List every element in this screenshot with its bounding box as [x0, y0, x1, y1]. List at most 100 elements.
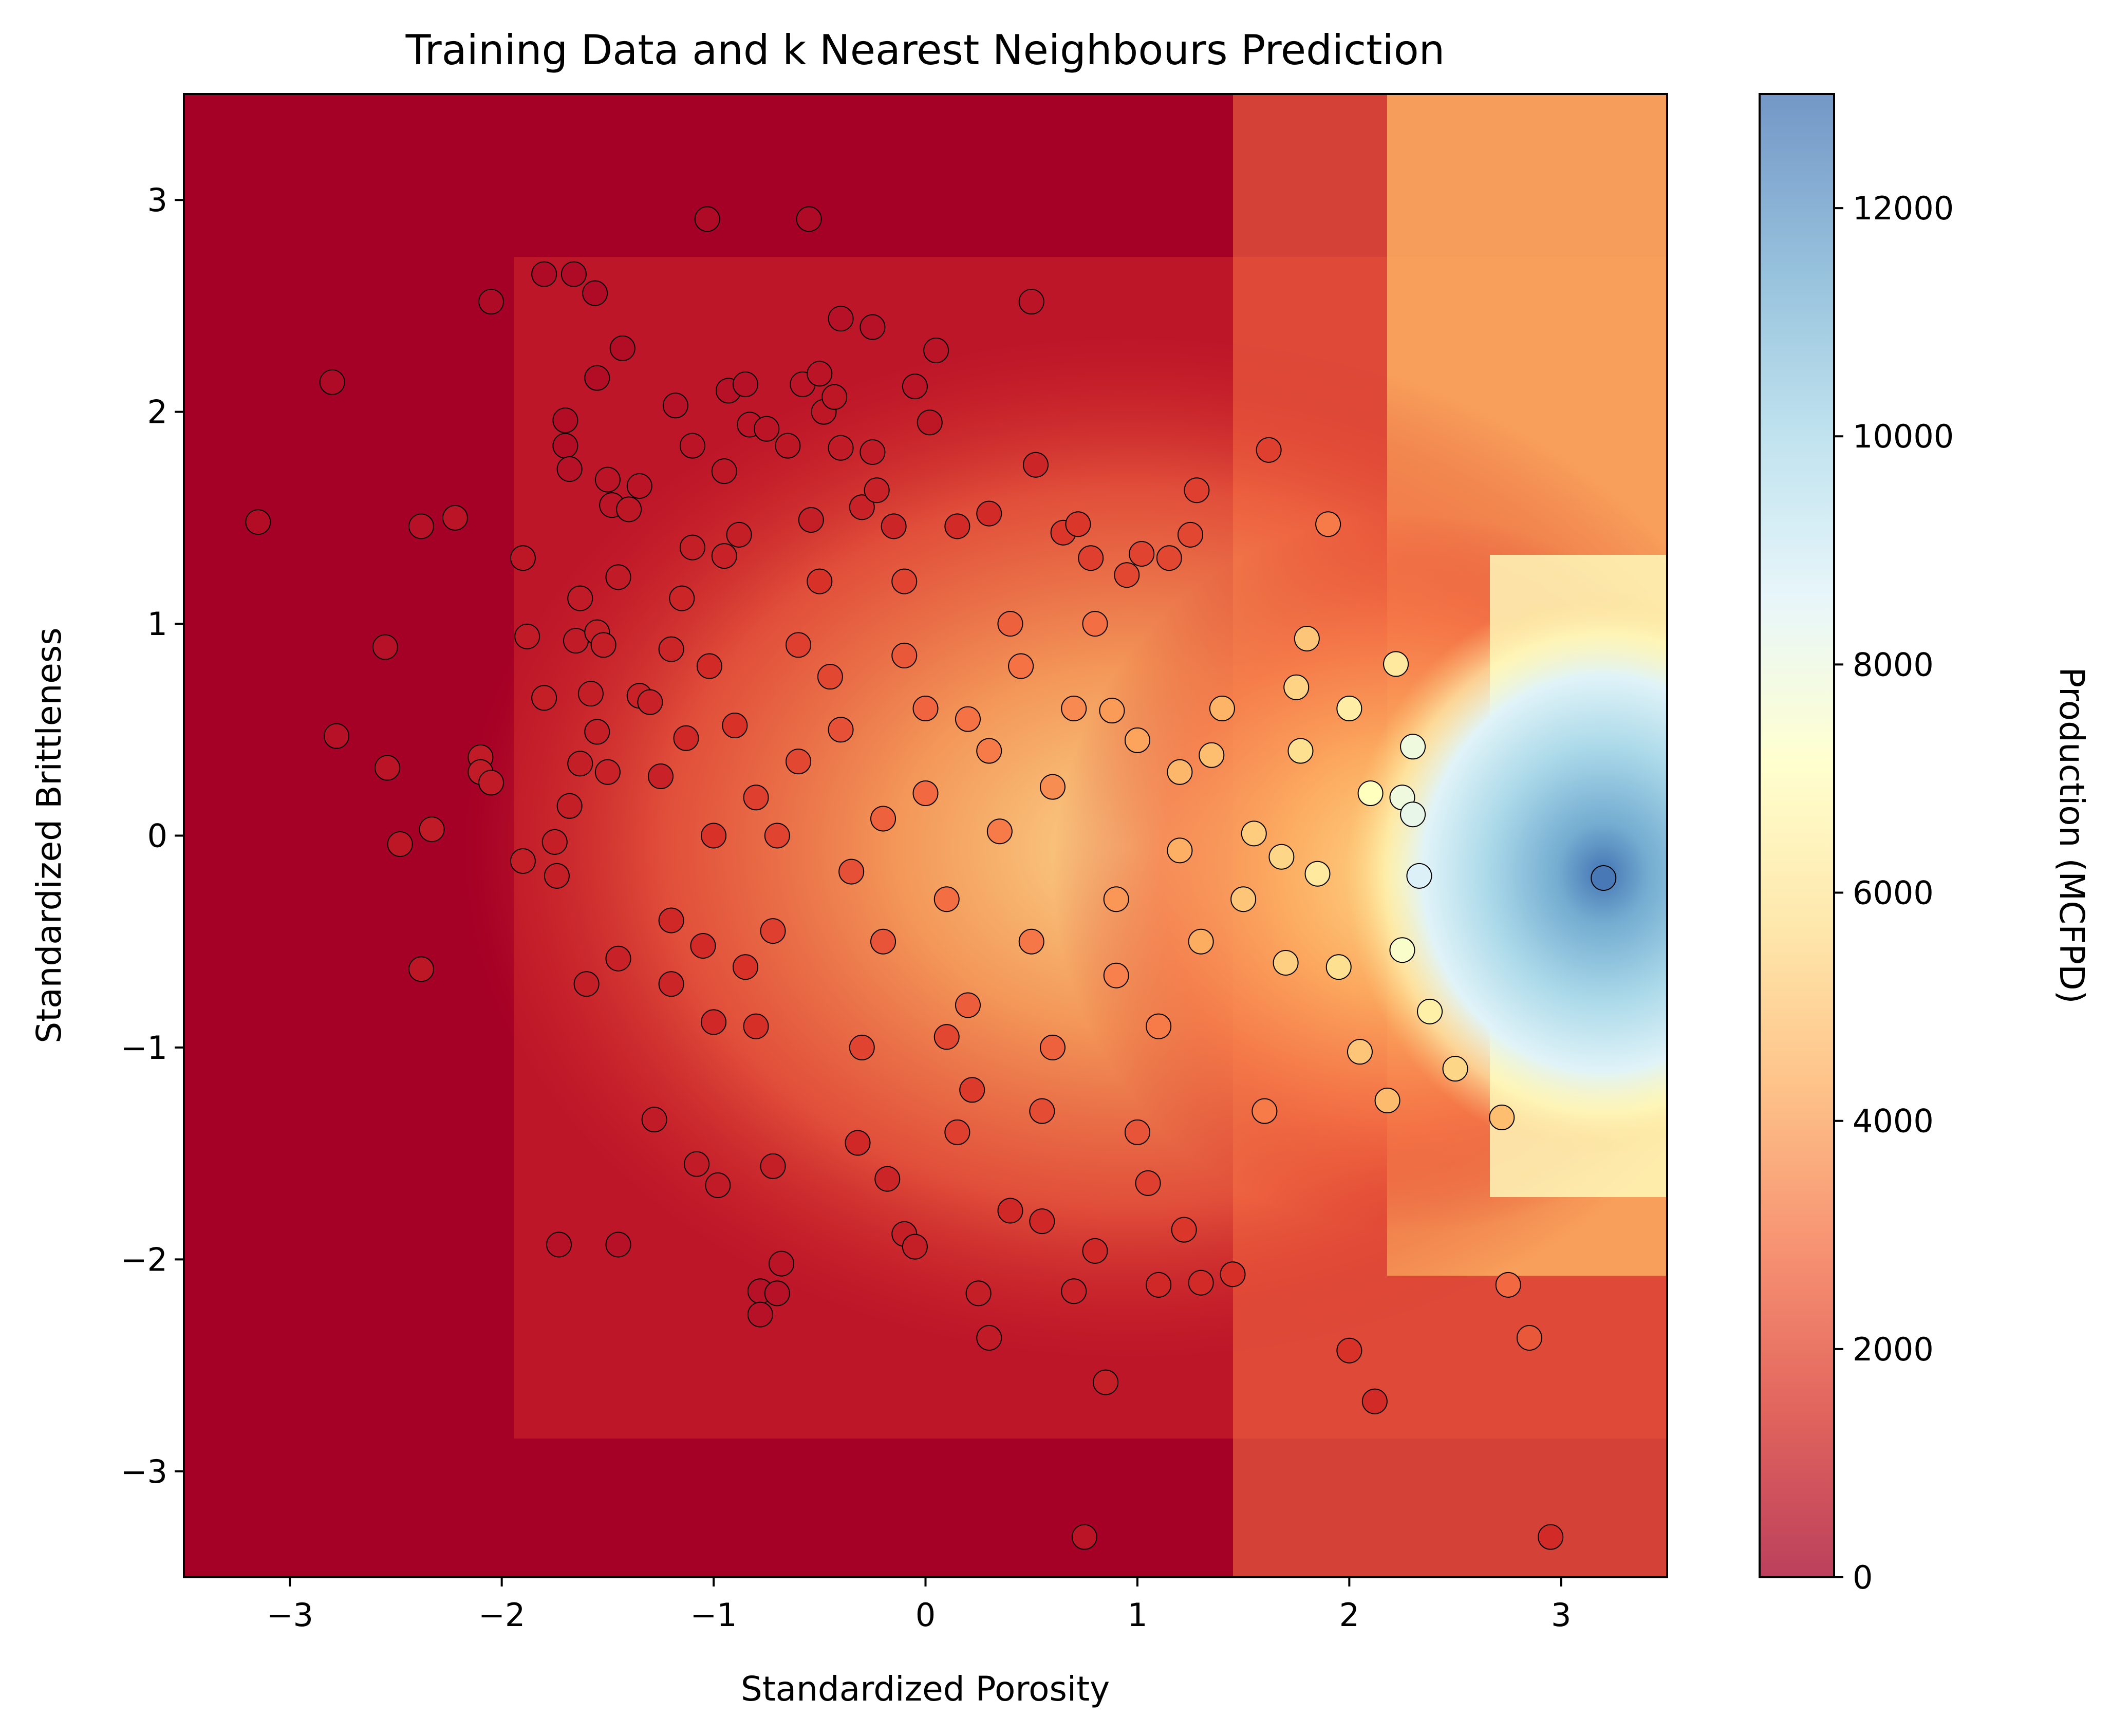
- data-point: [387, 831, 413, 857]
- x-tick-label: 1: [1127, 1596, 1147, 1634]
- data-point: [997, 1198, 1023, 1224]
- data-point: [796, 206, 822, 232]
- data-point: [1008, 653, 1034, 679]
- x-tick-label: −1: [690, 1596, 737, 1634]
- data-point: [1251, 1098, 1278, 1124]
- data-point: [874, 1166, 901, 1192]
- y-tick-label: 3: [147, 181, 167, 219]
- data-point: [609, 335, 636, 361]
- data-point: [807, 568, 833, 594]
- data-point: [1129, 540, 1155, 567]
- data-point: [807, 361, 833, 387]
- data-point: [1178, 521, 1204, 548]
- data-point: [955, 706, 981, 732]
- y-axis-label: Standardized Brittleness: [29, 627, 69, 1043]
- data-point: [1241, 820, 1267, 847]
- data-point: [891, 568, 918, 594]
- data-point: [1538, 1524, 1564, 1550]
- y-axis-ticks: −3 −2 −1 0 1 2 3: [121, 181, 184, 1490]
- data-point: [1135, 1170, 1161, 1196]
- data-point: [590, 632, 617, 658]
- data-point: [821, 384, 848, 410]
- data-point: [552, 433, 578, 459]
- x-tick-label: 2: [1339, 1596, 1359, 1634]
- y-tick-label: 1: [147, 605, 167, 643]
- data-point: [1304, 861, 1331, 887]
- data-point: [662, 393, 688, 419]
- data-point: [764, 823, 790, 849]
- data-point: [986, 818, 1013, 845]
- data-point: [679, 433, 705, 459]
- data-point: [626, 473, 652, 499]
- data-point: [419, 816, 445, 843]
- data-point: [1256, 437, 1282, 463]
- data-point: [1336, 1337, 1362, 1364]
- x-axis-ticks: −3 −2 −1 0 1 2 3: [267, 1577, 1572, 1634]
- data-point: [1184, 477, 1210, 503]
- data-point: [1442, 1056, 1468, 1082]
- data-point: [870, 928, 896, 955]
- y-tick-label: −1: [121, 1029, 167, 1067]
- data-point: [743, 785, 769, 811]
- data-point: [1146, 1013, 1172, 1039]
- data-point: [764, 1280, 790, 1306]
- data-point: [1489, 1105, 1515, 1131]
- data-point: [1167, 759, 1193, 785]
- data-point: [912, 696, 939, 722]
- data-point: [828, 717, 854, 743]
- data-point: [594, 466, 621, 493]
- data-point: [1082, 611, 1108, 637]
- data-point: [1171, 1217, 1197, 1243]
- data-point: [594, 759, 621, 785]
- data-point: [584, 719, 610, 745]
- data-point: [976, 738, 1002, 764]
- data-point: [408, 956, 434, 982]
- data-point: [1495, 1272, 1521, 1298]
- data-point: [1374, 1088, 1400, 1114]
- data-point: [567, 585, 593, 611]
- colorbar-tick-label: 4000: [1853, 1103, 1934, 1140]
- data-point: [1167, 837, 1193, 864]
- colorbar-tick-label: 8000: [1853, 646, 1934, 683]
- data-point: [849, 494, 875, 520]
- data-point: [1361, 1388, 1388, 1414]
- data-point: [561, 261, 587, 287]
- x-tick-label: −3: [267, 1596, 313, 1634]
- data-point: [1383, 651, 1409, 677]
- data-point: [658, 636, 684, 662]
- data-point: [849, 1034, 875, 1060]
- data-point: [1209, 696, 1235, 722]
- data-point: [531, 261, 557, 287]
- data-point: [1268, 844, 1295, 870]
- y-tick-label: −2: [121, 1241, 167, 1278]
- chart-title: Training Data and k Nearest Neighbours P…: [405, 26, 1445, 74]
- data-point: [478, 770, 505, 796]
- data-point: [786, 749, 812, 775]
- y-tick-label: −3: [121, 1453, 167, 1490]
- data-point: [1029, 1208, 1055, 1235]
- data-point: [647, 763, 674, 790]
- data-point: [605, 1231, 631, 1258]
- data-point: [1389, 937, 1415, 963]
- data-point: [605, 945, 631, 972]
- data-point: [864, 477, 890, 503]
- data-point: [1065, 511, 1091, 537]
- x-tick-label: −2: [478, 1596, 525, 1634]
- data-point: [828, 435, 854, 461]
- training-points: [245, 206, 1617, 1550]
- data-point: [870, 806, 896, 832]
- data-point: [567, 751, 593, 777]
- colorbar-tick-label: 6000: [1853, 874, 1934, 912]
- colorbar-tick-label: 2000: [1853, 1331, 1934, 1368]
- data-point: [1294, 625, 1320, 651]
- colorbar-tick-label: 12000: [1853, 190, 1954, 227]
- data-point: [845, 1130, 871, 1156]
- data-point: [860, 314, 886, 340]
- data-point: [1061, 1278, 1087, 1304]
- data-point: [944, 513, 970, 539]
- data-point: [552, 407, 578, 434]
- data-point: [1099, 698, 1125, 724]
- data-point: [976, 500, 1002, 527]
- data-point: [760, 918, 786, 944]
- data-point: [531, 685, 557, 711]
